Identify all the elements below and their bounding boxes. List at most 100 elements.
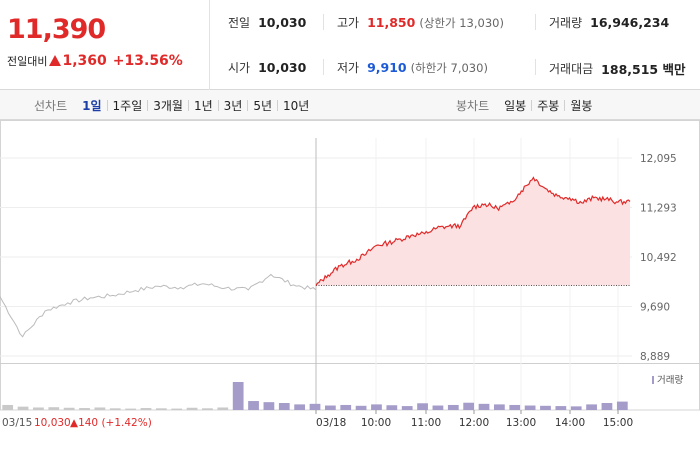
prev-close-label: 전일 [228, 16, 251, 30]
divider [323, 59, 324, 75]
x-tick-label: 03/18 [316, 417, 346, 429]
volume-bar [463, 402, 475, 410]
x-tick-prev-day: 03/15 [2, 417, 32, 429]
current-price: 11,390 [7, 14, 106, 45]
volume-bar [586, 404, 597, 410]
open-label: 시가 [228, 61, 251, 75]
low-stat: 저가 9,910 (하한가 7,030) [337, 59, 488, 76]
divider [564, 99, 566, 111]
volume-bars [2, 382, 628, 410]
divider [247, 99, 249, 111]
volume-legend-swatch [652, 376, 654, 384]
lower-limit: (하한가 7,030) [410, 60, 488, 75]
volume-stat: 거래량 16,946,234 [549, 14, 669, 31]
x-tick-label: 10:00 [361, 417, 391, 429]
volume-bar [17, 406, 29, 410]
volume-bar [524, 405, 536, 410]
series-today-line [315, 176, 631, 286]
volume-legend-label: 거래량 [657, 374, 683, 386]
y-tick-label: 12,095 [640, 153, 677, 165]
volume-value: 16,946,234 [590, 15, 670, 30]
candle-weekly[interactable]: 주봉 [537, 98, 560, 113]
line-chart-title: 선차트 [34, 98, 68, 113]
line-chart-periods: 선차트 1일 1주일 3개월 1년 3년 5년 10년 [34, 90, 314, 120]
period-1year[interactable]: 1년 [193, 98, 213, 113]
quote-header: 11,390 전일대비 1,360 +13.56% 전일 10,030 시가 1… [0, 0, 700, 90]
volume-bar [79, 408, 90, 410]
x-tick-label: 11:00 [411, 417, 441, 429]
volume-bar [340, 404, 352, 410]
period-5year[interactable]: 5년 [253, 98, 273, 113]
volume-bar [125, 408, 136, 410]
volume-bar [509, 404, 521, 410]
volume-bar [63, 407, 75, 410]
y-tick-label: 8,889 [640, 351, 670, 363]
divider [217, 99, 219, 111]
volume-bar [386, 405, 398, 410]
divider [187, 99, 189, 111]
change-row: 전일대비 1,360 +13.56% [7, 53, 183, 69]
volume-bar [232, 382, 244, 410]
period-3year[interactable]: 3년 [223, 98, 243, 113]
volume-bar [278, 403, 290, 410]
volume-bar [540, 405, 551, 410]
change-value: 1,360 [62, 53, 107, 69]
x-tick-label: 14:00 [555, 417, 585, 429]
y-tick-label: 9,690 [640, 302, 670, 314]
open-value: 10,030 [258, 60, 307, 75]
volume-bar [109, 408, 121, 410]
today-area-fill [316, 177, 630, 286]
x-tick-label: 12:00 [459, 417, 489, 429]
price-lines [0, 176, 631, 338]
volume-bar [570, 406, 582, 410]
change-label: 전일대비 [7, 55, 48, 68]
chart-period-toolbar: 선차트 1일 1주일 3개월 1년 3년 5년 10년 봉차트 일봉 주봉 월봉 [0, 90, 700, 120]
open-stat: 시가 10,030 [228, 59, 306, 76]
period-1day[interactable]: 1일 [82, 98, 102, 113]
low-value: 9,910 [367, 60, 407, 75]
volume-bar [140, 408, 152, 410]
period-1week[interactable]: 1주일 [112, 98, 143, 113]
volume-bar [417, 403, 428, 410]
axis-labels: 12,095 11,293 10,492 9,690 8,889 거래량 03/15 10,0… [2, 153, 683, 429]
high-label: 고가 [337, 16, 360, 30]
price-chart[interactable]: 12,095 11,293 10,492 9,690 8,889 거래량 03/15 10,0… [0, 120, 700, 450]
divider [535, 14, 536, 30]
amount-label: 거래대금 [549, 62, 594, 76]
x-tick-label: 13:00 [506, 417, 536, 429]
up-triangle-icon [49, 55, 62, 66]
candle-daily[interactable]: 일봉 [504, 98, 527, 113]
period-3month[interactable]: 3개월 [153, 98, 183, 113]
divider [535, 59, 536, 75]
volume-bar [186, 407, 198, 410]
volume-bar [94, 407, 106, 410]
volume-bar [33, 407, 44, 410]
prev-day-change: ▲140 (+1.42%) [70, 417, 152, 429]
divider [277, 99, 279, 111]
volume-bar [616, 401, 628, 410]
volume-bar [555, 406, 567, 410]
candle-monthly[interactable]: 월봉 [570, 98, 593, 113]
volume-bar [217, 407, 229, 410]
volume-bar [324, 405, 336, 410]
upper-limit: (상한가 13,030) [419, 15, 504, 30]
amount-stat: 거래대금 188,515 백만 [549, 59, 685, 78]
series-prev-day-line [0, 273, 317, 338]
volume-bar [601, 403, 613, 410]
candle-chart-periods: 봉차트 일봉 주봉 월봉 [456, 90, 597, 120]
volume-bar [263, 402, 275, 410]
volume-bar [401, 406, 413, 410]
volume-bar [155, 408, 167, 410]
divider [323, 14, 324, 30]
divider [531, 99, 533, 111]
period-10year[interactable]: 10년 [283, 98, 310, 113]
volume-bar [294, 404, 306, 410]
volume-bar [494, 404, 505, 410]
candle-chart-title: 봉차트 [456, 98, 490, 113]
high-stat: 고가 11,850 (상한가 13,030) [337, 14, 504, 31]
current-price-box: 11,390 전일대비 1,360 +13.56% [0, 0, 210, 90]
volume-bar [371, 404, 382, 410]
amount-value: 188,515 백만 [601, 62, 686, 77]
divider [147, 99, 149, 111]
volume-bar [355, 405, 367, 410]
